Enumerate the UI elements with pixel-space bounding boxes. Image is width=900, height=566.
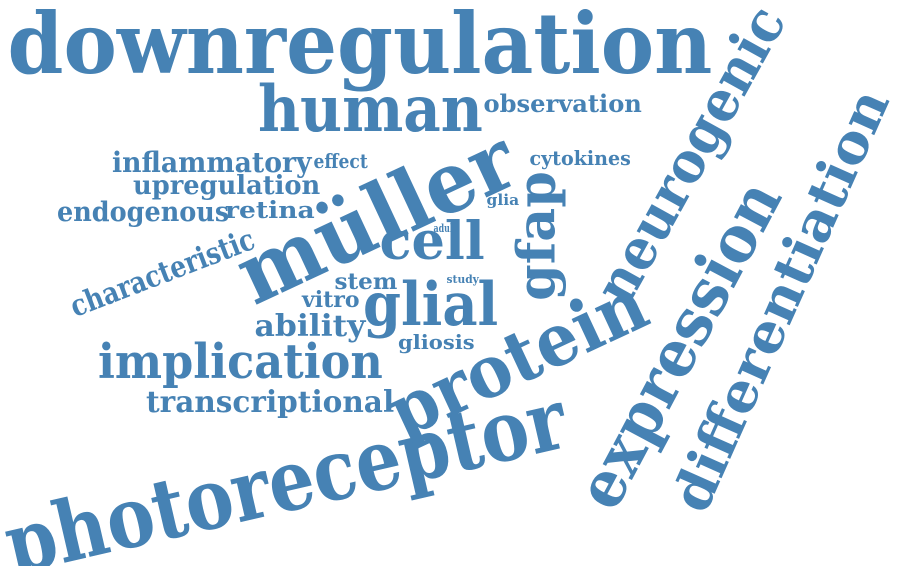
- word-glia: glia: [486, 190, 520, 209]
- word-implication: implication: [97, 334, 383, 390]
- word-retina: retina: [225, 196, 315, 224]
- word-adult: adult: [433, 221, 457, 235]
- word-human: human: [257, 72, 483, 147]
- word-transcriptional: transcriptional: [146, 385, 395, 420]
- word-stem: stem: [334, 269, 398, 295]
- word-study: study: [446, 272, 479, 286]
- word-effect: effect: [313, 149, 368, 173]
- word-observation: observation: [482, 89, 642, 118]
- word-gliosis: gliosis: [397, 330, 475, 354]
- word-characteristic: characteristic: [65, 222, 260, 325]
- word-inflammatory: inflammatory: [111, 146, 312, 179]
- word-endogenous: endogenous: [57, 196, 230, 228]
- word-cytokines: cytokines: [529, 146, 631, 170]
- word-downregulation: downregulation: [7, 0, 713, 93]
- word-vitro: vitro: [302, 287, 360, 313]
- word-upregulation: upregulation: [132, 171, 320, 201]
- word-ability: ability: [254, 309, 366, 344]
- word-cell: cell: [379, 211, 485, 272]
- word-glial: glial: [362, 270, 498, 340]
